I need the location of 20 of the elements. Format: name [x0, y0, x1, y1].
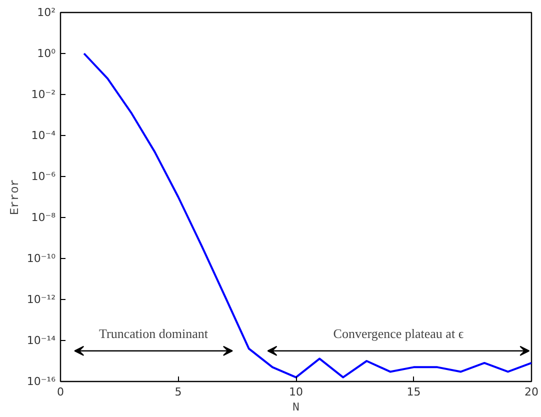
y-tick-label: 10⁻¹² — [26, 293, 56, 306]
x-tick-label: 10 — [289, 386, 303, 398]
y-tick-label: 10⁻¹⁰ — [26, 252, 56, 265]
annotation: Truncation dominant — [99, 326, 208, 341]
y-tick-label: 10⁻¹⁶ — [26, 375, 56, 388]
x-tick-label: 20 — [524, 386, 538, 398]
y-axis-title: Error — [8, 178, 22, 216]
y-tick-label: 10⁻¹⁴ — [26, 334, 56, 347]
x-axis-title: N — [292, 400, 300, 414]
x-tick-label: 0 — [57, 386, 64, 398]
y-tick-label: 10⁻⁶ — [31, 170, 56, 183]
y-tick-label: 10⁻² — [31, 88, 56, 101]
x-tick-label: 5 — [174, 386, 182, 398]
y-tick-label: 10⁰ — [37, 47, 56, 60]
y-tick-label: 10² — [37, 6, 56, 19]
line-series — [83, 52, 532, 378]
annotation: Convergence plateau at ϵ — [333, 326, 464, 341]
y-tick-label: 10⁻⁴ — [31, 129, 56, 142]
y-tick-label: 10⁻⁸ — [31, 211, 56, 224]
x-tick-label: 15 — [406, 386, 421, 398]
